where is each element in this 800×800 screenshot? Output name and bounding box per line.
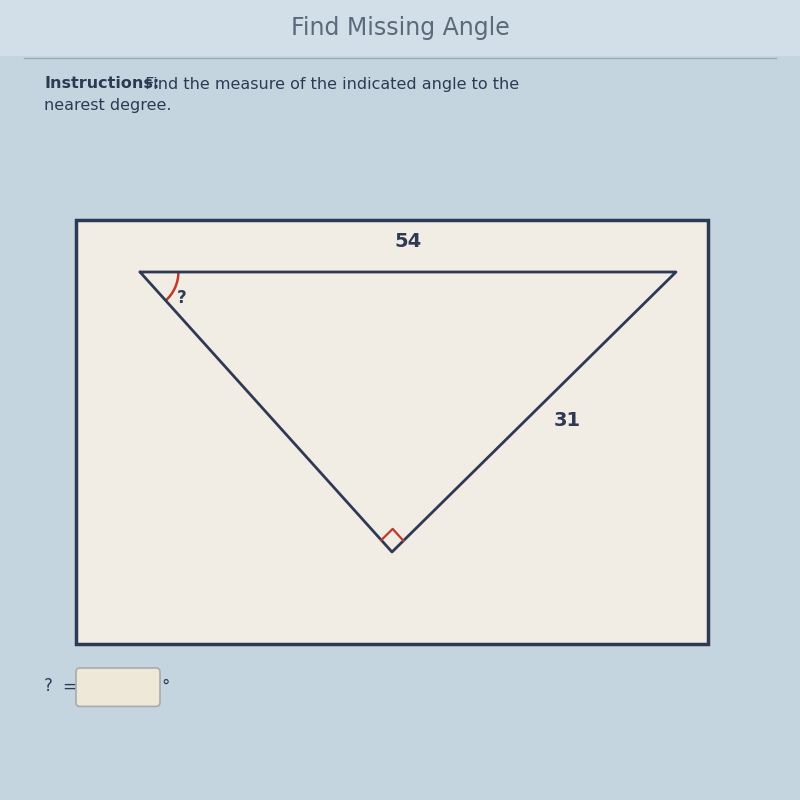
Text: ?: ? <box>44 678 53 695</box>
FancyBboxPatch shape <box>76 668 160 706</box>
Text: °: ° <box>162 678 170 696</box>
Text: 54: 54 <box>394 232 422 251</box>
Bar <box>76 220 708 644</box>
Bar <box>0 0 800 56</box>
Text: Instructions:: Instructions: <box>44 77 159 91</box>
Text: nearest degree.: nearest degree. <box>44 98 171 113</box>
Text: =: = <box>62 678 76 695</box>
Text: ?: ? <box>177 289 186 306</box>
Text: Find Missing Angle: Find Missing Angle <box>290 16 510 40</box>
Text: 31: 31 <box>554 410 581 430</box>
Text: Find the measure of the indicated angle to the: Find the measure of the indicated angle … <box>140 77 519 91</box>
